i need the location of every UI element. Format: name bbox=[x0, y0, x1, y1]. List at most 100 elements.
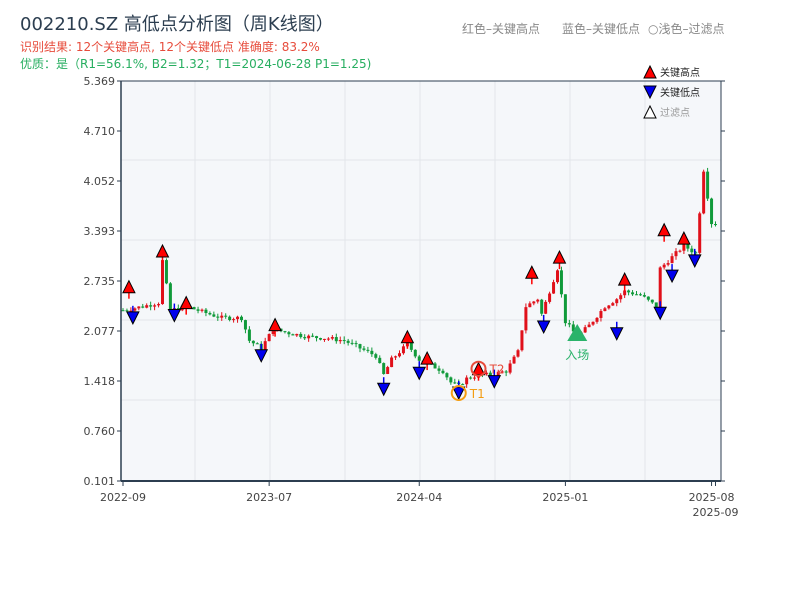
legend-marker-2 bbox=[643, 104, 657, 119]
candle-body bbox=[559, 270, 563, 295]
candle-body bbox=[267, 334, 271, 342]
candle-body bbox=[583, 327, 587, 333]
candle-body bbox=[334, 337, 338, 342]
candle-body bbox=[619, 295, 623, 300]
key-low-marker bbox=[653, 306, 668, 321]
y-tick-label: 3.393 bbox=[84, 225, 116, 238]
candle-body bbox=[662, 264, 666, 268]
key-high-marker bbox=[677, 230, 691, 245]
candle-body bbox=[591, 321, 595, 325]
t1-label: T1 bbox=[469, 387, 485, 401]
key-low-marker bbox=[167, 309, 182, 323]
candle-body bbox=[236, 316, 240, 320]
candle-body bbox=[204, 309, 208, 313]
x-tick-label: 2024-04 bbox=[396, 491, 442, 504]
candle-body bbox=[208, 312, 212, 315]
candle-body bbox=[342, 340, 346, 342]
candle-body bbox=[567, 323, 571, 325]
candle-body bbox=[635, 294, 638, 296]
candle-body bbox=[212, 314, 216, 317]
candle-body bbox=[319, 338, 322, 340]
result-summary: 识别结果: 12个关键高点, 12个关键低点 准确度: 83.2% bbox=[20, 40, 320, 54]
y-tick-label: 4.052 bbox=[84, 175, 116, 188]
candle-body bbox=[556, 270, 559, 283]
candle-body bbox=[646, 296, 650, 300]
candle-body bbox=[255, 343, 259, 345]
candle-body bbox=[378, 357, 382, 364]
candle-body bbox=[232, 319, 236, 321]
candle-body bbox=[240, 316, 243, 321]
x-tick-label: 2025-01 bbox=[542, 491, 588, 504]
plot-area bbox=[121, 81, 721, 481]
candle-body bbox=[243, 320, 247, 330]
candle-body bbox=[638, 294, 642, 296]
candle-body bbox=[441, 370, 445, 374]
candle-body bbox=[433, 363, 437, 369]
key-low-marker bbox=[254, 349, 269, 363]
candle-body bbox=[370, 350, 374, 355]
top-legend-low: 蓝色–关键低点 bbox=[562, 22, 641, 36]
x-tick-label: 2022-09 bbox=[100, 491, 146, 504]
candle-body bbox=[291, 334, 295, 336]
candle-body bbox=[666, 263, 670, 265]
candle-body bbox=[544, 301, 548, 314]
candle-body bbox=[374, 354, 378, 358]
y-tick-label: 5.369 bbox=[84, 75, 116, 88]
candle-body bbox=[196, 309, 200, 311]
candle-body bbox=[133, 308, 137, 311]
candle-body bbox=[307, 335, 311, 339]
candle-body bbox=[164, 260, 168, 284]
candle-body bbox=[200, 309, 204, 311]
candle-body bbox=[674, 251, 678, 257]
candle-body bbox=[149, 305, 153, 307]
candle-body bbox=[520, 330, 524, 351]
legend-label: 关键高点 bbox=[660, 66, 700, 79]
candle-body bbox=[536, 299, 540, 302]
candle-body bbox=[710, 198, 714, 225]
candle-body bbox=[390, 357, 394, 368]
candle-body bbox=[686, 243, 690, 249]
candle-body bbox=[642, 295, 646, 297]
quality-summary: 优质：是（R1=56.1%, B2=1.32；T1=2024-06-28 P1=… bbox=[20, 57, 372, 71]
candle-body bbox=[311, 335, 315, 337]
candle-body bbox=[386, 367, 390, 374]
entry-label: 入场 bbox=[565, 348, 589, 362]
candle-body bbox=[247, 329, 251, 341]
key-low-marker bbox=[536, 320, 551, 335]
candle-body bbox=[702, 171, 706, 214]
candle-body bbox=[603, 308, 607, 312]
key-low-marker bbox=[126, 311, 140, 325]
candle-body bbox=[141, 306, 145, 308]
candle-body bbox=[607, 305, 611, 309]
top-legend-filtered: ○浅色–过滤点 bbox=[648, 22, 725, 36]
key-high-marker bbox=[420, 350, 434, 365]
candle-body bbox=[496, 371, 500, 376]
key-high-marker bbox=[122, 279, 136, 294]
key-low-marker bbox=[687, 254, 702, 268]
candle-body bbox=[366, 349, 370, 351]
key-low-marker bbox=[665, 269, 679, 284]
candle-body bbox=[121, 310, 125, 312]
y-tick-label: 4.710 bbox=[84, 125, 116, 138]
t2-label: T2 bbox=[489, 363, 505, 377]
candle-body bbox=[500, 371, 504, 373]
candle-body bbox=[595, 317, 599, 322]
legend-label: 过滤点 bbox=[660, 106, 690, 119]
candle-body bbox=[698, 213, 702, 253]
candle-body bbox=[362, 348, 366, 350]
candle-body bbox=[145, 305, 149, 308]
candle-body bbox=[571, 324, 575, 332]
top-legend-high: 红色–关键高点 bbox=[462, 22, 541, 36]
candle-body bbox=[168, 283, 172, 311]
candle-body bbox=[461, 384, 465, 386]
key-high-marker bbox=[657, 222, 671, 237]
candle-body bbox=[137, 306, 141, 309]
candle-body bbox=[508, 363, 512, 373]
key-high-marker bbox=[525, 265, 539, 279]
key-high-marker bbox=[179, 295, 194, 310]
candle-body bbox=[599, 311, 603, 318]
candle-body bbox=[552, 282, 556, 294]
candle-body bbox=[488, 372, 492, 376]
candle-body bbox=[287, 332, 291, 335]
chart-title: 002210.SZ 高低点分析图（周K线图） bbox=[20, 14, 334, 35]
